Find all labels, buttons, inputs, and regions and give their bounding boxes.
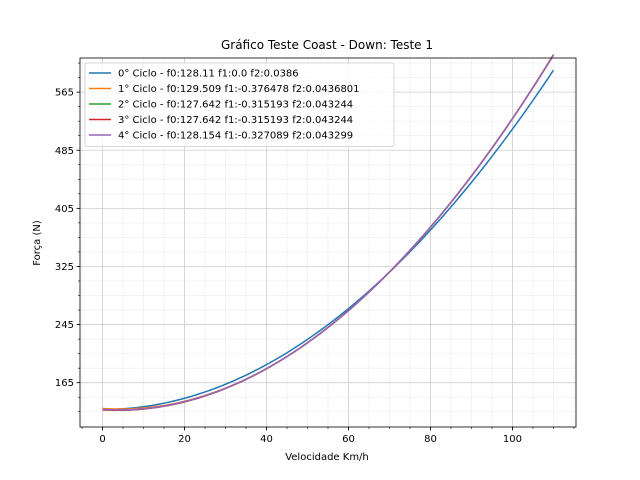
y-tick-label: 405: [55, 204, 74, 215]
legend-entry-1: 1° Ciclo - f0:129.509 f1:-0.376478 f2:0.…: [118, 84, 360, 95]
x-tick-label: 20: [178, 434, 191, 445]
x-tick-label: 80: [424, 434, 437, 445]
series-line-4: [102, 54, 555, 411]
x-tick-label: 0: [99, 434, 105, 445]
y-tick-label: 325: [55, 262, 74, 273]
legend-entry-3: 3° Ciclo - f0:127.642 f1:-0.315193 f2:0.…: [118, 115, 353, 126]
y-tick-label: 245: [55, 320, 74, 331]
legend-entry-2: 2° Ciclo - f0:127.642 f1:-0.315193 f2:0.…: [118, 100, 353, 111]
x-axis-label: Velocidade Km/h: [285, 452, 369, 463]
legend-box: [84, 62, 395, 147]
chart-title: Gráfico Teste Coast - Down: Teste 1: [221, 38, 433, 52]
series-line-0: [102, 69, 555, 411]
x-tick-label: 40: [260, 434, 273, 445]
y-tick-label: 165: [55, 378, 74, 389]
y-tick-label: 565: [55, 88, 74, 99]
y-tick-label: 485: [55, 146, 74, 157]
x-tick-label: 100: [503, 434, 522, 445]
series-lines: [102, 54, 555, 411]
y-axis-label: Força (N): [32, 220, 43, 266]
legend: 0° Ciclo - f0:128.11 f1:0.0 f2:0.0386 1° …: [84, 62, 395, 147]
x-tick-label: 60: [342, 434, 355, 445]
axis-ticks: 0 20 40 60 80 100 165 245 325 405 485 565: [55, 62, 575, 445]
legend-entry-0: 0° Ciclo - f0:128.11 f1:0.0 f2:0.0386: [118, 69, 299, 80]
legend-entry-4: 4° Ciclo - f0:128.154 f1:-0.327089 f2:0.…: [118, 131, 353, 142]
